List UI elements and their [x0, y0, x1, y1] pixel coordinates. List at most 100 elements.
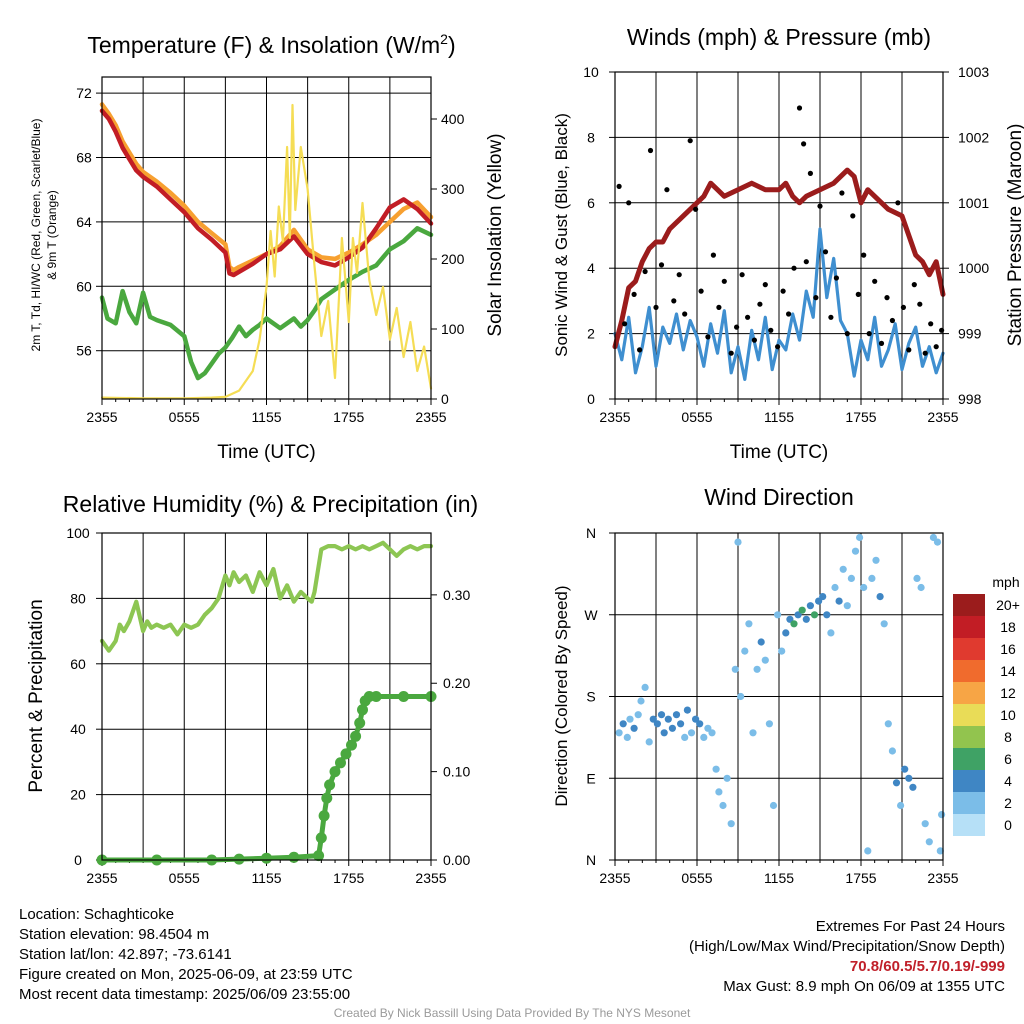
gust-point [822, 249, 829, 255]
precip-point [346, 739, 357, 751]
gust-point [751, 337, 758, 343]
y-tick-label: 64 [76, 214, 92, 230]
max-gust: Max Gust: 8.9 mph On 06/09 at 1355 UTC [723, 978, 1005, 995]
winds-panel: Winds (mph) & Pressure (mb) 2355 0555 1155 1… [552, 24, 1024, 463]
gust-point [850, 213, 856, 219]
gust-point [693, 206, 699, 212]
gust-point [775, 344, 781, 350]
gust-point [705, 334, 711, 340]
direction-point [819, 593, 827, 601]
direction-point [637, 697, 645, 705]
legend-swatch [953, 682, 985, 704]
direction-point [913, 574, 921, 583]
legend-label: 8 [1004, 729, 1012, 745]
direction-point [778, 647, 786, 655]
direction-point [925, 838, 933, 846]
extremes-title: Extremes For Past 24 Hours [815, 918, 1005, 935]
x-tick-label: 1155 [251, 870, 281, 886]
direction-point [734, 538, 742, 546]
y-tick-label: N [586, 525, 596, 541]
direction-point [835, 597, 843, 605]
gust-point [616, 183, 622, 189]
temperature-panel: Temperature (F) & Insolation (W/m2) 2355 0… [29, 31, 506, 463]
direction-point [727, 820, 735, 828]
gust-point [791, 265, 797, 271]
legend-swatch [953, 594, 985, 616]
direction-point [843, 602, 851, 610]
y-tick-label: 60 [76, 278, 92, 294]
y-axis-label-2: & 9m T (Orange) [45, 190, 59, 280]
gust-point [917, 301, 923, 307]
legend-label: 2 [1004, 795, 1012, 811]
direction-point [630, 724, 638, 732]
y-axis-label: Percent & Precipitation [26, 599, 47, 792]
gust-point [642, 268, 648, 275]
x-tick-label: 1155 [764, 409, 794, 425]
direction-point [790, 620, 798, 628]
gust-point [933, 344, 939, 350]
y2-axis-label: Solar Insolation (Yellow) [485, 133, 506, 336]
gust-point [855, 291, 861, 297]
gust-point [878, 340, 885, 346]
y2-tick-label: 0.30 [443, 587, 470, 603]
direction-point [660, 729, 668, 737]
gust-point [745, 314, 751, 320]
legend-label: 10 [1000, 707, 1016, 723]
direction-point [897, 801, 905, 810]
x-tick-label: 0555 [169, 409, 200, 425]
x-tick-label: 0555 [681, 409, 712, 425]
y2-tick-label: 400 [441, 111, 465, 127]
series-line-1 [99, 108, 434, 278]
y2-axis-label: Station Pressure (Maroon) [1005, 124, 1024, 347]
legend-swatch [953, 638, 985, 660]
station-latlon: Station lat/lon: 42.897; -73.6141 [19, 946, 232, 963]
precip-point [233, 853, 245, 865]
gust-point [721, 278, 727, 284]
y-tick-label: 60 [70, 656, 86, 672]
precip-point [354, 717, 366, 729]
gust-point [906, 347, 912, 353]
direction-point [712, 765, 720, 773]
direction-point [696, 720, 704, 728]
y-tick-label: S [586, 689, 595, 705]
gust-point [762, 282, 768, 288]
extremes-box: Extremes For Past 24 Hours (High/Low/Max… [689, 917, 1005, 997]
direction-point [868, 574, 876, 583]
gust-point [647, 147, 654, 154]
gust-point [631, 291, 637, 297]
direction-point [765, 720, 774, 728]
gust-point [889, 317, 896, 324]
x-tick-label: 2355 [927, 870, 958, 886]
y-axis-label-1: 2m T, Td, HI/WC (Red, Green, Scarlet/Blu… [29, 119, 43, 352]
direction-point [615, 729, 623, 737]
legend-swatch [953, 704, 985, 726]
gust-point [716, 304, 722, 310]
y2-tick-label: 300 [441, 181, 465, 197]
series-line-3 [100, 103, 433, 400]
gust-point [833, 275, 840, 281]
y-tick-label: 56 [76, 343, 92, 359]
y-tick-label: 4 [587, 260, 595, 276]
legend-swatch [953, 726, 985, 748]
x-tick-label: 2355 [86, 409, 117, 425]
y-axis-label: Sonic Wind & Gust (Blue, Black) [552, 113, 571, 357]
direction-point [901, 765, 909, 773]
gust-point [801, 141, 807, 147]
direction-point [645, 738, 653, 746]
direction-point [798, 606, 806, 614]
panel-title: Wind Direction [704, 484, 854, 510]
x-axis-label: Time (UTC) [730, 442, 829, 463]
y-tick-label: E [586, 770, 595, 786]
figure-created: Figure created on Mon, 2025-06-09, at 23… [19, 966, 353, 983]
gust-point [796, 105, 803, 111]
gust-point [817, 203, 823, 209]
direction-point [715, 788, 723, 796]
station-elevation: Station elevation: 98.4504 m [19, 926, 210, 943]
legend-swatch [953, 814, 985, 836]
legend-label: 16 [1000, 641, 1016, 657]
direction-point [683, 706, 692, 714]
y2-tick-label: 1002 [958, 129, 989, 145]
direction-point [677, 720, 685, 728]
extremes-subtitle: (High/Low/Max Wind/Precipitation/Snow De… [689, 938, 1005, 955]
